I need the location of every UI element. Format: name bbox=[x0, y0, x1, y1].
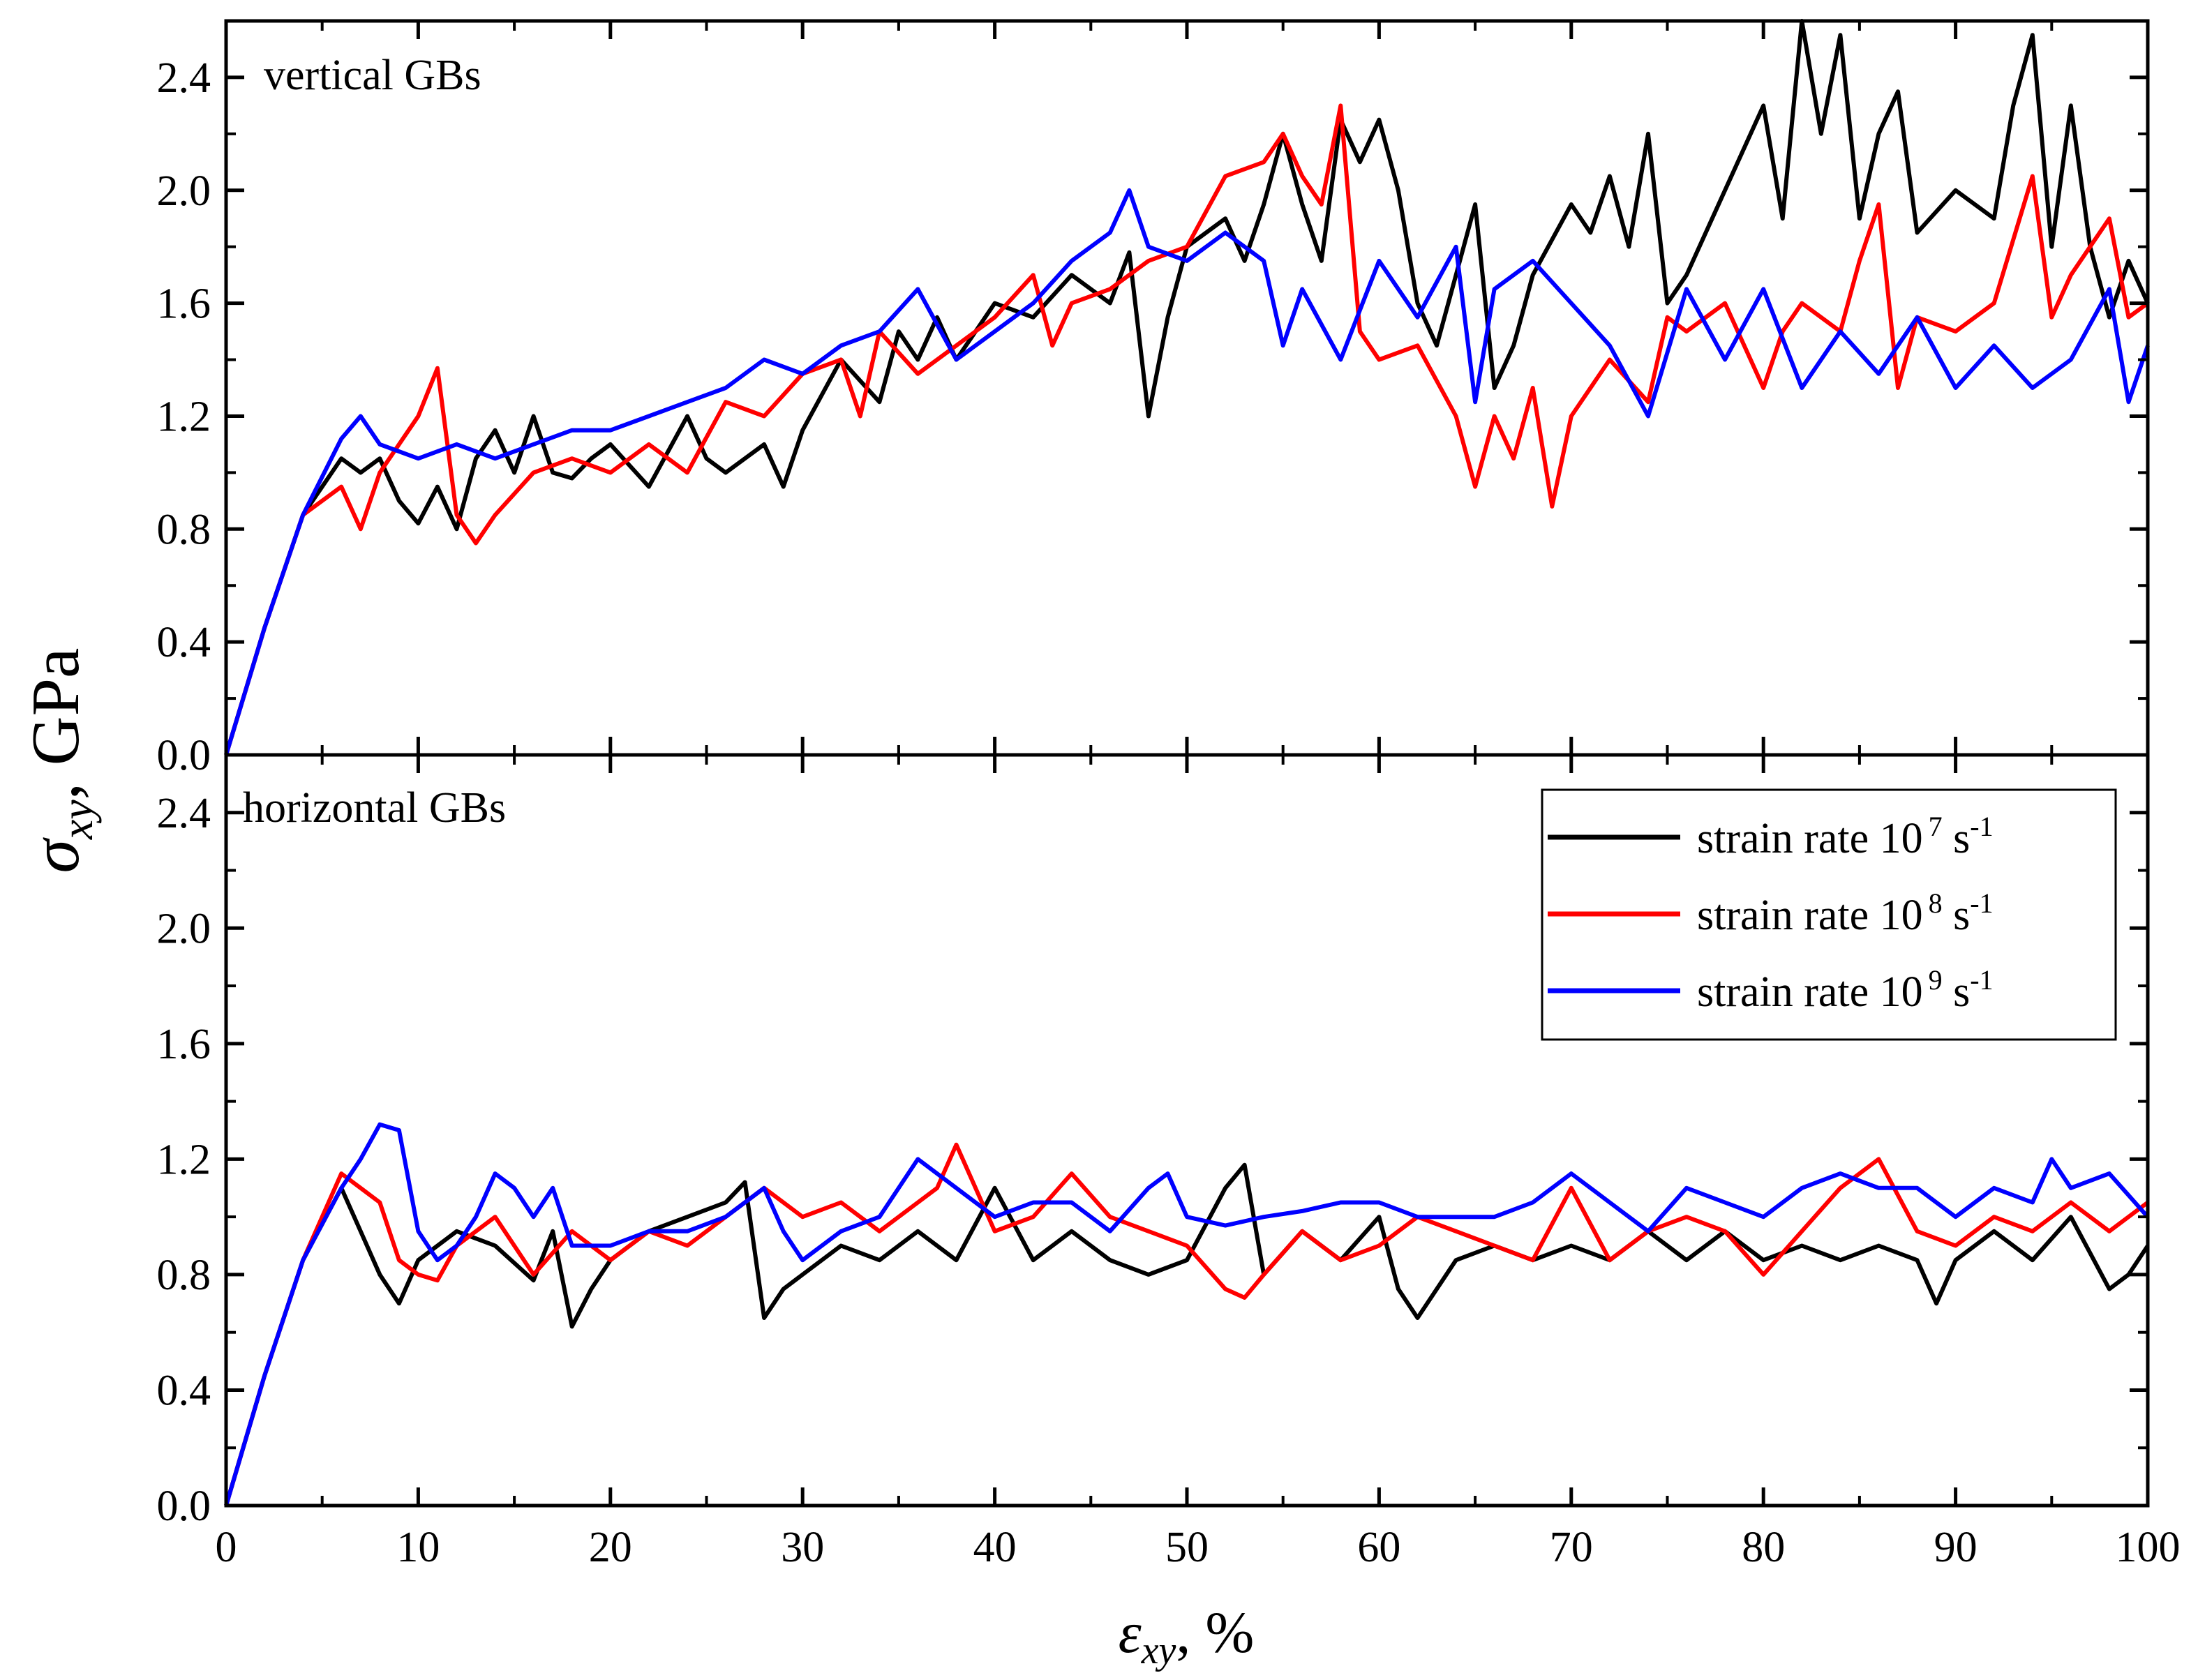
top-y-tick-label: 2.0 bbox=[157, 167, 211, 215]
top-panel-label: vertical GBs bbox=[264, 52, 481, 99]
top-y-tick-label: 0.0 bbox=[157, 732, 211, 779]
legend-entry: strain rate 10 9 s-1 bbox=[1548, 964, 1994, 1016]
bottom-x-tick-label: 80 bbox=[1742, 1524, 1785, 1571]
top-series-strain-rate-109-s-1 bbox=[224, 188, 2150, 756]
bottom-x-tick-label: 50 bbox=[1165, 1524, 1209, 1571]
top-panel-y-ticks: 0.0 0.4 0.8 1.2 1.6 2.0 2.4 bbox=[157, 54, 2148, 779]
top-panel-x-ticks bbox=[224, 21, 2150, 755]
bottom-series-strain-rate-107-s-1 bbox=[224, 1162, 2150, 1506]
legend-label-1e7: strain rate 10 7 s-1 bbox=[1697, 811, 1994, 862]
legend-entry: strain rate 10 7 s-1 bbox=[1548, 811, 1994, 862]
x-axis-title: εxy, % bbox=[1119, 1600, 1255, 1672]
bottom-x-tick-label: 0 bbox=[216, 1524, 237, 1571]
bottom-series-strain-rate-109-s-1 bbox=[224, 1122, 2150, 1506]
bottom-y-tick-label: 1.2 bbox=[157, 1136, 211, 1183]
bottom-y-tick-label: 1.6 bbox=[157, 1021, 211, 1068]
bottom-panel-x-ticks: 0 10 20 30 40 50 60 70 80 90 100 bbox=[216, 755, 2181, 1571]
legend: strain rate 10 7 s-1 strain rate 10 8 s-1 … bbox=[1541, 788, 2117, 1041]
y-axis-title: σxy, GPa bbox=[18, 648, 102, 873]
bottom-series-strain-rate-108-s-1 bbox=[224, 1142, 2149, 1506]
bottom-x-tick-label: 100 bbox=[2116, 1524, 2181, 1571]
top-panel-frame bbox=[224, 19, 2150, 757]
bottom-y-tick-label: 2.4 bbox=[157, 790, 211, 837]
bottom-x-tick-label: 70 bbox=[1550, 1524, 1593, 1571]
bottom-panel-lines bbox=[224, 1122, 2150, 1506]
bottom-x-tick-label: 20 bbox=[589, 1524, 632, 1571]
top-series-strain-rate-107-s-1 bbox=[224, 19, 2150, 756]
top-panel-lines bbox=[224, 19, 2150, 756]
top-y-tick-label: 1.2 bbox=[157, 393, 211, 440]
bottom-panel-label: horizontal GBs bbox=[243, 784, 506, 832]
top-y-tick-label: 1.6 bbox=[157, 280, 211, 328]
bottom-panel: 0.0 0.4 0.8 1.2 1.6 2.0 2.4 0 10 20 30 40 50 60 70 80 9… bbox=[157, 753, 2181, 1571]
bottom-x-tick-label: 40 bbox=[973, 1524, 1017, 1571]
top-y-tick-label: 0.8 bbox=[157, 506, 211, 553]
top-panel: 0.0 0.4 0.8 1.2 1.6 2.0 2.4 vertical GBs bbox=[157, 19, 2150, 779]
bottom-y-tick-label: 0.0 bbox=[157, 1483, 211, 1530]
bottom-x-tick-label: 60 bbox=[1357, 1524, 1400, 1571]
top-series-strain-rate-108-s-1 bbox=[224, 103, 2149, 756]
legend-label-1e8: strain rate 10 8 s-1 bbox=[1697, 887, 1994, 939]
legend-label-1e9: strain rate 10 9 s-1 bbox=[1697, 964, 1994, 1016]
bottom-x-tick-label: 30 bbox=[781, 1524, 824, 1571]
top-y-tick-label: 0.4 bbox=[157, 619, 211, 666]
bottom-y-tick-label: 0.8 bbox=[157, 1252, 211, 1299]
bottom-y-tick-label: 0.4 bbox=[157, 1367, 211, 1414]
top-y-tick-label: 2.4 bbox=[157, 54, 211, 102]
legend-entry: strain rate 10 8 s-1 bbox=[1548, 887, 1994, 939]
bottom-panel-y-ticks: 0.0 0.4 0.8 1.2 1.6 2.0 2.4 bbox=[157, 790, 2148, 1530]
bottom-x-tick-label: 90 bbox=[1934, 1524, 1978, 1571]
bottom-y-tick-label: 2.0 bbox=[157, 905, 211, 952]
bottom-x-tick-label: 10 bbox=[396, 1524, 440, 1571]
